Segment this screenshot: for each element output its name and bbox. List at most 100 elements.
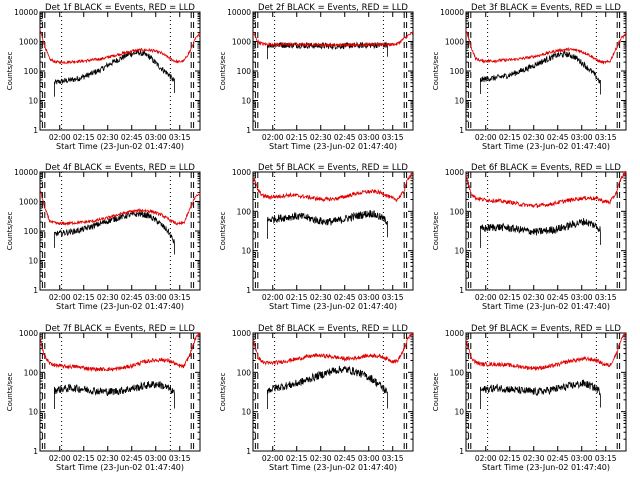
x-tick-label: 02:00 [475, 293, 497, 302]
y-tick-label: 1 [459, 447, 464, 456]
series-lld-line [465, 171, 627, 209]
x-axis-label: Start Time (23-Jun-02 01:47:40) [482, 142, 610, 151]
y-tick-label: 1000 [232, 38, 251, 47]
plot-frame [39, 332, 201, 452]
chart-title: Det 8f BLACK = Events, RED = LLD [258, 324, 408, 334]
y-axis-label: Counts/sec [6, 373, 14, 412]
x-axis-label: Start Time (23-Jun-02 01:47:40) [269, 463, 397, 472]
chart-panel-3: Det 3f BLACK = Events, RED = LLD Counts/s… [432, 3, 627, 151]
plot-frame [252, 11, 414, 131]
x-tick-label: 02:15 [286, 454, 308, 463]
x-tick-label: 02:00 [262, 454, 284, 463]
x-axis-label: Start Time (23-Jun-02 01:47:40) [56, 142, 184, 151]
series-events-line [480, 50, 601, 95]
x-tick-label: 02:30 [310, 293, 332, 302]
chart-panel-2: Det 2f BLACK = Events, RED = LLD Counts/s… [219, 3, 414, 151]
x-tick-label: 03:00 [358, 293, 380, 302]
y-tick-label: 1 [33, 126, 38, 135]
y-tick-label: 10 [28, 97, 38, 106]
x-tick-label: 02:45 [121, 293, 143, 302]
chart-panel-1: Det 1f BLACK = Events, RED = LLD Counts/s… [6, 3, 201, 151]
y-tick-label: 10 [241, 408, 251, 417]
y-tick-label: 1 [246, 286, 251, 295]
x-tick-label: 03:15 [595, 293, 617, 302]
x-tick-label: 03:00 [358, 133, 380, 142]
x-tick-label: 02:15 [286, 133, 308, 142]
x-axis-label: Start Time (23-Jun-02 01:47:40) [482, 463, 610, 472]
x-tick-label: 02:30 [523, 293, 545, 302]
plot-frame [465, 171, 627, 291]
series-lld-line [465, 332, 627, 372]
y-tick-label: 10 [241, 247, 251, 256]
y-tick-label: 100 [237, 67, 252, 76]
y-tick-label: 100 [450, 368, 465, 377]
series-lld-line [252, 332, 414, 366]
x-tick-label: 02:15 [286, 293, 308, 302]
chart-panel-7: Det 7f BLACK = Events, RED = LLD Counts/s… [6, 324, 201, 472]
y-tick-label: 1 [246, 126, 251, 135]
x-axis-label: Start Time (23-Jun-02 01:47:40) [56, 463, 184, 472]
series-lld-line [465, 29, 627, 65]
x-tick-label: 03:00 [571, 133, 593, 142]
y-tick-label: 10 [241, 97, 251, 106]
series-lld-line [252, 31, 414, 48]
series-lld-line [39, 332, 201, 372]
series-events-line [480, 379, 601, 410]
plot-frame [252, 171, 414, 291]
series-events-line [54, 210, 175, 255]
plot-frame [465, 332, 627, 452]
y-tick-label: 1000 [445, 38, 464, 47]
y-tick-label: 10 [454, 408, 464, 417]
x-tick-label: 02:15 [499, 454, 521, 463]
x-axis-label: Start Time (23-Jun-02 01:47:40) [269, 302, 397, 311]
y-axis-label: Counts/sec [432, 52, 440, 91]
x-tick-label: 02:30 [97, 133, 119, 142]
chart-title: Det 5f BLACK = Events, RED = LLD [258, 163, 408, 173]
chart-panel-6: Det 6f BLACK = Events, RED = LLD Counts/s… [432, 163, 627, 311]
x-tick-label: 02:45 [547, 293, 569, 302]
x-tick-label: 03:15 [169, 293, 191, 302]
y-tick-label: 100 [450, 207, 465, 216]
y-tick-label: 10 [28, 257, 38, 266]
y-tick-label: 10 [454, 97, 464, 106]
x-tick-label: 03:00 [571, 293, 593, 302]
y-tick-label: 1000 [19, 329, 38, 338]
chart-title: Det 2f BLACK = Events, RED = LLD [258, 3, 408, 13]
x-axis-label: Start Time (23-Jun-02 01:47:40) [56, 302, 184, 311]
x-tick-label: 03:15 [169, 133, 191, 142]
x-tick-label: 02:30 [523, 133, 545, 142]
y-tick-label: 10000 [440, 8, 464, 17]
series-lld-line [39, 29, 201, 65]
x-tick-label: 02:15 [73, 133, 95, 142]
x-tick-label: 02:45 [121, 454, 143, 463]
y-axis-label: Counts/sec [432, 373, 440, 412]
x-tick-label: 02:00 [49, 293, 71, 302]
x-axis-label: Start Time (23-Jun-02 01:47:40) [482, 302, 610, 311]
series-lld-line [39, 190, 201, 226]
y-tick-label: 1 [459, 286, 464, 295]
y-tick-label: 10 [28, 408, 38, 417]
x-tick-label: 02:45 [547, 133, 569, 142]
y-tick-label: 1000 [19, 198, 38, 207]
y-tick-label: 1 [33, 447, 38, 456]
y-tick-label: 1000 [19, 38, 38, 47]
y-tick-label: 100 [237, 368, 252, 377]
x-tick-label: 03:15 [595, 133, 617, 142]
x-tick-label: 02:15 [499, 133, 521, 142]
x-tick-label: 03:00 [145, 293, 167, 302]
x-tick-label: 03:00 [358, 454, 380, 463]
y-tick-label: 10000 [227, 8, 251, 17]
y-tick-label: 1 [459, 126, 464, 135]
x-tick-label: 02:45 [334, 454, 356, 463]
plot-frame [465, 11, 627, 131]
y-axis-label: Counts/sec [219, 52, 227, 91]
y-tick-label: 100 [24, 368, 39, 377]
x-tick-label: 02:30 [310, 133, 332, 142]
x-tick-label: 02:45 [121, 133, 143, 142]
x-tick-label: 02:00 [475, 454, 497, 463]
x-tick-label: 02:00 [49, 454, 71, 463]
x-tick-label: 02:45 [334, 293, 356, 302]
y-tick-label: 10000 [14, 168, 38, 177]
x-tick-label: 03:00 [571, 454, 593, 463]
